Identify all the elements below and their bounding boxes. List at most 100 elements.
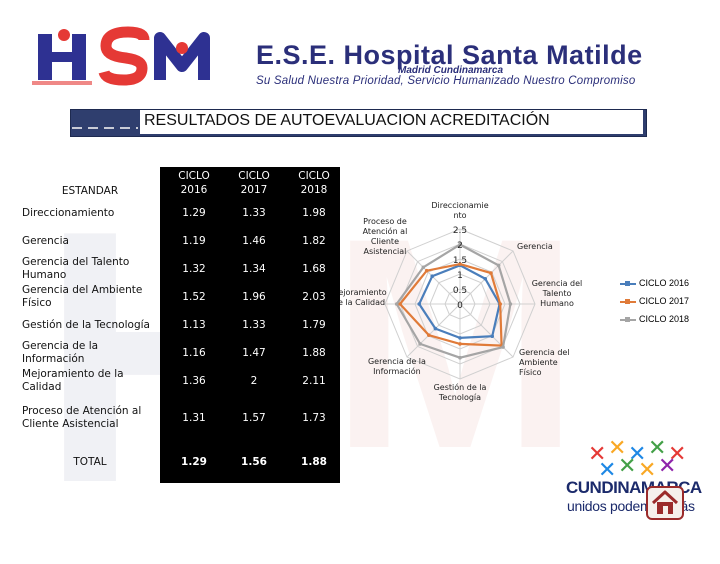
- table-row: Proceso de Atención al Cliente Asistenci…: [20, 395, 340, 441]
- cell-value: 2.11: [288, 367, 340, 395]
- col-header-2017: CICLO 2017: [228, 167, 280, 199]
- radar-point: [417, 302, 421, 306]
- row-label: Gerencia de la Información: [22, 340, 99, 365]
- radar-axis-label: Gestión de la Tecnología: [434, 382, 487, 402]
- radar-point: [490, 334, 495, 339]
- radar-tick-label: 0.5: [453, 286, 467, 296]
- org-slogan: Su Salud Nuestra Prioridad, Servicio Hum…: [256, 75, 636, 87]
- cell-value: 1.29: [168, 199, 220, 227]
- radar-tick-label: 0: [457, 301, 463, 311]
- cell-value: 1.31: [168, 395, 220, 441]
- cell-value: 1.19: [168, 227, 220, 255]
- cell-value: 1.68: [288, 255, 340, 283]
- radar-axis-label: Proceso de Atención al Cliente Asistencial: [363, 217, 408, 256]
- cell-value: 1.52: [168, 283, 220, 311]
- table-row: Gerencia 1.19 1.46 1.82: [20, 227, 340, 255]
- table-row: Direccionamiento 1.29 1.33 1.98: [20, 199, 340, 227]
- org-name: E.S.E. Hospital Santa Matilde: [256, 40, 643, 70]
- col-header-standard: ESTANDAR: [61, 185, 119, 197]
- radar-point: [498, 302, 502, 306]
- row-label: Gestión de la Tecnología: [22, 318, 150, 331]
- svg-text:✕: ✕: [598, 458, 616, 483]
- home-button[interactable]: [646, 486, 684, 520]
- radar-point: [424, 268, 429, 273]
- radar-tick-label: 2.5: [453, 226, 467, 236]
- radar-axis-label: Direccionamie nto: [431, 201, 488, 220]
- results-table: ESTANDAR CICLO 2016 CICLO 2017 CICLO 201…: [20, 167, 340, 483]
- row-label: Mejoramiento de la Calidad: [22, 368, 124, 393]
- cell-value: 1.82: [288, 227, 340, 255]
- total-value: 1.29: [168, 441, 220, 483]
- legend-label: CICLO 2016: [639, 278, 690, 288]
- cell-value: 1.33: [228, 199, 280, 227]
- svg-text:✕: ✕: [638, 458, 656, 483]
- cundinamarca-logo: ✕ ✕ ✕ ✕ ✕ ✕ ✕ ✕ ✕: [560, 433, 700, 523]
- cell-value: 1.96: [228, 283, 280, 311]
- radar-axis-label: Gerencia de la Información: [368, 357, 426, 376]
- title-inner: [140, 110, 643, 134]
- cell-value: 1.46: [228, 227, 280, 255]
- radar-axis-label: Gerencia del Ambiente Físico: [519, 348, 570, 377]
- row-label: Direccionamiento: [22, 206, 115, 219]
- radar-axis-label: Gerencia: [517, 242, 553, 251]
- radar-point: [418, 342, 422, 346]
- svg-text:✕: ✕: [628, 442, 646, 467]
- radar-point: [398, 302, 402, 306]
- legend-marker: [625, 299, 630, 304]
- cell-value: 1.73: [288, 395, 340, 441]
- row-label: Gerencia del Talento Humano: [22, 256, 130, 281]
- svg-text:✕: ✕: [608, 436, 626, 461]
- radar-point: [458, 262, 462, 266]
- legend-label: CICLO 2018: [639, 314, 690, 324]
- cell-value: 2: [228, 367, 280, 395]
- radar-point: [394, 302, 399, 306]
- row-label: Proceso de Atención al Cliente Asistenci…: [22, 405, 142, 430]
- org-location: Madrid Cundinamarca: [398, 65, 504, 76]
- radar-point: [508, 302, 513, 306]
- svg-text:✕: ✕: [648, 436, 666, 461]
- cell-value: 1.47: [228, 339, 280, 367]
- radar-point: [427, 333, 431, 337]
- table-row: Gerencia del Talento Humano 1.32 1.34 1.…: [20, 255, 340, 283]
- page-title: RESULTADOS DE AUTOEVALUACION ACREDITACIÓ…: [144, 112, 550, 129]
- radar-tick-label: 1.5: [453, 256, 467, 266]
- row-label: Gerencia del Ambiente Físico: [22, 284, 143, 309]
- total-label: TOTAL: [73, 455, 107, 468]
- home-icon: [651, 490, 679, 514]
- radar-point: [433, 326, 438, 331]
- radar-point: [501, 345, 505, 349]
- total-value: 1.56: [228, 441, 280, 483]
- table-row: Mejoramiento de la Calidad 1.36 2 2.11: [20, 367, 340, 395]
- radar-point: [458, 336, 462, 340]
- row-label: Gerencia: [22, 234, 69, 247]
- radar-spoke: [459, 250, 514, 305]
- table-row: Gestión de la Tecnología 1.13 1.33 1.79: [20, 311, 340, 339]
- legend-marker: [625, 317, 630, 322]
- radar-point: [483, 276, 488, 281]
- radar-point: [496, 263, 501, 268]
- radar-tick-label: 1: [457, 271, 463, 281]
- radar-point: [458, 242, 462, 247]
- cell-value: 1.16: [168, 339, 220, 367]
- title-dash-decoration: [72, 127, 138, 129]
- cell-value: 1.33: [228, 311, 280, 339]
- svg-text:✕: ✕: [618, 454, 636, 479]
- radar-tick-label: 2: [457, 241, 463, 251]
- cell-value: 1.13: [168, 311, 220, 339]
- cell-value: 1.88: [288, 339, 340, 367]
- cell-value: 1.32: [168, 255, 220, 283]
- cell-value: 2.03: [288, 283, 340, 311]
- legend-marker: [625, 281, 630, 286]
- svg-text:✕: ✕: [588, 442, 606, 467]
- total-row: TOTAL 1.29 1.56 1.88: [20, 441, 340, 483]
- radar-spoke: [406, 303, 461, 358]
- cell-value: 1.98: [288, 199, 340, 227]
- radar-chart: 0 0.5 1 1.5 2 2.5 Direccionamie nto Gerencia Gere…: [340, 201, 582, 402]
- svg-text:✕: ✕: [668, 442, 686, 467]
- radar-point: [458, 355, 462, 360]
- svg-text:✕: ✕: [658, 454, 676, 479]
- radar-point: [458, 342, 462, 346]
- cell-value: 1.79: [288, 311, 340, 339]
- cell-value: 1.57: [228, 395, 280, 441]
